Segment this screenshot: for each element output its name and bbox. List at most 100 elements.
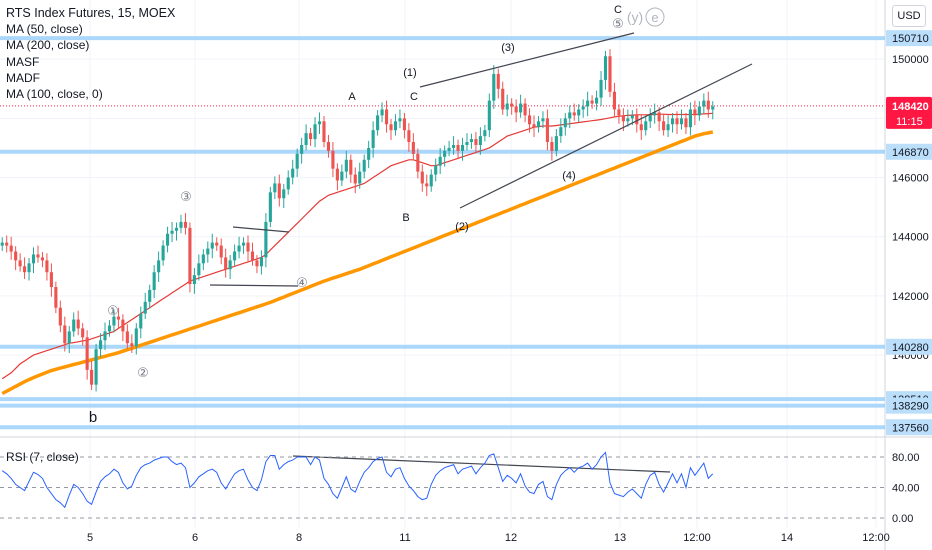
candle-body — [282, 189, 286, 199]
candle-body — [304, 133, 308, 145]
candle-body — [420, 171, 424, 184]
channel-upper-line — [419, 32, 635, 88]
candle-body — [577, 109, 581, 116]
legend-madf[interactable]: MADF — [6, 70, 40, 85]
candlesticks — [0, 49, 715, 392]
candle-body — [179, 221, 183, 228]
candle-body — [268, 192, 272, 222]
price-tick-label: 142000 — [892, 291, 929, 303]
candle-body — [429, 174, 433, 187]
trend-lines[interactable] — [209, 32, 753, 473]
price-tick-label: 150000 — [892, 54, 929, 66]
candle-body — [590, 100, 594, 104]
circled-wave-1: ① — [107, 303, 119, 318]
candle-body — [23, 266, 27, 273]
rsi-divergence-line — [292, 455, 671, 473]
candle-body — [608, 56, 612, 92]
candle-body — [684, 118, 688, 128]
legend-ma50[interactable]: MA (50, close) — [6, 22, 83, 37]
candle-body — [510, 103, 514, 107]
rsi-legend[interactable]: RSI (7, close) — [6, 450, 79, 464]
candle-body — [250, 251, 255, 261]
level-tag-label: 150710 — [892, 33, 929, 45]
candle-body — [679, 118, 684, 125]
candle-body — [233, 251, 237, 261]
price-axis[interactable]: 1400001420001440001460001480001500001507… — [886, 30, 932, 436]
candle-body — [81, 328, 85, 338]
candle-body — [514, 106, 518, 113]
triangle-upper-line — [232, 226, 290, 233]
candle-body — [452, 144, 456, 148]
time-tick-label: 6 — [192, 532, 198, 544]
ma200-line — [1, 130, 714, 396]
candle-body — [501, 88, 505, 110]
candle-body — [393, 121, 398, 131]
candle-body — [630, 115, 634, 119]
candle-body — [416, 153, 420, 172]
candle-body — [492, 73, 496, 101]
candle-body — [367, 147, 371, 160]
candle-body — [335, 168, 339, 181]
time-tick-label: 11 — [399, 532, 410, 544]
price-tick-label: 144000 — [892, 232, 929, 244]
candle-body — [130, 343, 134, 347]
candle-body — [326, 142, 331, 151]
legend-masf[interactable]: MASF — [6, 54, 40, 69]
wave-label-a: A — [348, 91, 356, 103]
candle-body — [599, 79, 603, 98]
candle-body — [371, 130, 375, 148]
time-tick-label: 5 — [87, 532, 93, 544]
candle-body — [259, 257, 263, 267]
candle-body — [434, 165, 438, 175]
candle-body — [536, 121, 541, 128]
candle-body — [505, 103, 509, 110]
candle-body — [545, 118, 549, 143]
candle-body — [255, 260, 259, 267]
candle-body — [18, 260, 22, 267]
circle-e — [645, 7, 665, 27]
legend-ma200[interactable]: MA (200, close) — [6, 38, 90, 53]
candle-body — [166, 233, 170, 246]
candle-body — [478, 136, 482, 145]
wave-label-c: C — [410, 91, 418, 103]
candle-body — [264, 221, 268, 258]
wave-label-2: (2) — [455, 221, 468, 233]
candle-body — [612, 91, 617, 110]
candle-body — [380, 109, 384, 116]
candle-body — [670, 118, 675, 125]
candle-body — [9, 245, 13, 252]
symbol-title[interactable]: RTS Index Futures, 15, MOEX — [6, 6, 176, 20]
candle-body — [94, 349, 98, 385]
candle-body — [313, 124, 317, 140]
candle-body — [112, 316, 116, 326]
legend-ma100[interactable]: MA (100, close, 0) — [6, 87, 103, 102]
candle-body — [161, 245, 165, 261]
candle-body — [0, 242, 4, 246]
rsi-pane: 0.00 40.00 80.00 — [0, 451, 920, 525]
candle-body — [648, 115, 652, 122]
time-tick-label: 12:00 — [683, 532, 711, 544]
candle-body — [349, 159, 353, 175]
candle-body — [398, 118, 402, 122]
candle-body — [554, 136, 558, 151]
candle-body — [559, 127, 563, 137]
candle-body — [639, 124, 643, 131]
candle-body — [443, 150, 447, 157]
candle-body — [31, 254, 36, 264]
candle-body — [407, 130, 411, 143]
candle-body — [134, 328, 138, 347]
candle-body — [519, 103, 523, 113]
candle-body — [541, 118, 545, 122]
candle-body — [465, 142, 469, 145]
candle-body — [54, 287, 58, 308]
candle-body — [617, 109, 621, 116]
candle-body — [474, 139, 478, 145]
candle-body — [675, 118, 679, 125]
time-axis[interactable]: 5 6 8 11 12 13 12:00 14 12:00 — [87, 532, 890, 544]
candle-body — [626, 118, 630, 122]
currency-button[interactable]: USD — [892, 5, 926, 27]
candle-body — [603, 56, 608, 80]
candle-body — [90, 369, 94, 385]
candle-body — [192, 275, 196, 285]
